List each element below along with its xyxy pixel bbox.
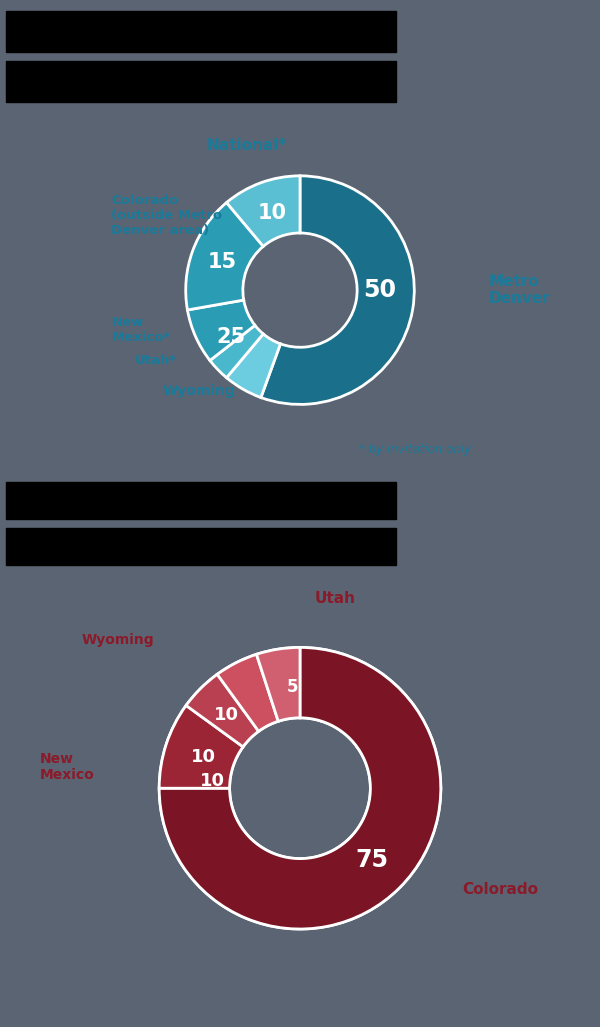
Wedge shape — [186, 675, 259, 747]
FancyBboxPatch shape — [6, 482, 396, 520]
Text: National*: National* — [207, 138, 287, 153]
Text: 50: 50 — [364, 278, 397, 302]
Text: Utah: Utah — [314, 591, 356, 606]
Text: Wyoming: Wyoming — [163, 384, 235, 397]
Wedge shape — [159, 706, 243, 788]
Wedge shape — [322, 654, 383, 731]
Wedge shape — [159, 647, 441, 929]
Wedge shape — [300, 647, 344, 721]
Text: Metro
Denver: Metro Denver — [488, 274, 550, 306]
Text: 75: 75 — [355, 848, 388, 872]
Text: 25: 25 — [217, 328, 246, 347]
Text: Colorado
(outside Metro
Denver area): Colorado (outside Metro Denver area) — [112, 194, 223, 237]
Wedge shape — [159, 647, 441, 929]
Wedge shape — [186, 202, 263, 310]
Wedge shape — [210, 326, 263, 378]
Wedge shape — [187, 300, 255, 360]
Wedge shape — [357, 706, 441, 788]
Text: New
Mexico: New Mexico — [40, 752, 94, 783]
Text: * by invitation only: * by invitation only — [359, 443, 472, 456]
FancyBboxPatch shape — [6, 10, 396, 51]
Text: Colorado: Colorado — [462, 882, 538, 898]
Text: 10: 10 — [214, 706, 239, 724]
Text: Wyoming: Wyoming — [82, 634, 154, 647]
Wedge shape — [227, 334, 280, 397]
FancyBboxPatch shape — [6, 528, 396, 565]
Wedge shape — [227, 176, 300, 246]
Wedge shape — [261, 176, 414, 405]
Text: Utah*: Utah* — [134, 354, 176, 368]
Text: 15: 15 — [208, 252, 237, 272]
Wedge shape — [217, 654, 278, 731]
Text: 10: 10 — [200, 772, 225, 790]
FancyBboxPatch shape — [6, 62, 396, 103]
Text: 10: 10 — [257, 202, 286, 223]
Wedge shape — [256, 647, 300, 721]
Wedge shape — [341, 675, 414, 747]
Text: 10: 10 — [191, 748, 216, 766]
Text: New
Mexico*: New Mexico* — [112, 316, 171, 344]
Text: 5: 5 — [287, 678, 299, 696]
